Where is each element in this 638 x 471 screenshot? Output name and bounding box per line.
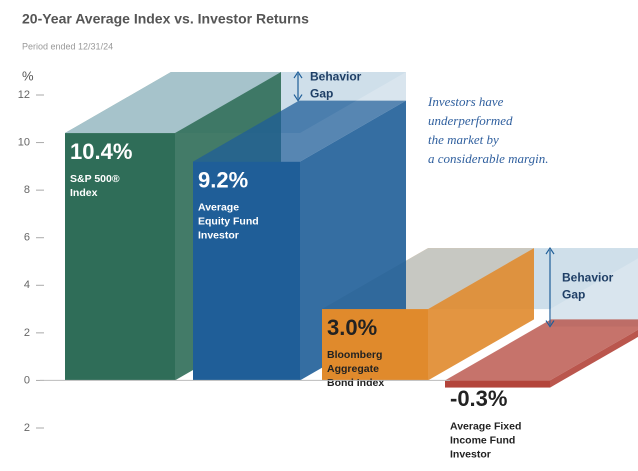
bar	[193, 161, 300, 381]
bar	[445, 380, 550, 388]
category-label: Average Equity Fund Investor	[198, 201, 259, 241]
category-label: Average Fixed Income Fund Investor	[450, 420, 521, 460]
y-axis-label: %	[22, 68, 34, 83]
bar-top	[445, 319, 638, 381]
y-tick-label: 2	[24, 327, 30, 339]
y-tick-label: 2	[24, 422, 30, 434]
front-layer: 10.4% S&P 500® Index 9.2% Average Equity Fund…	[65, 70, 638, 460]
bar	[322, 309, 428, 381]
value-label: -0.3%	[450, 386, 507, 411]
arrow-head	[293, 70, 303, 102]
annotation: Investors have underperformed the market b…	[427, 94, 548, 166]
chart-subtitle: Period ended 12/31/24	[22, 41, 113, 51]
gap-face	[551, 248, 638, 327]
category-label: Bloomberg Aggregate Bond Index	[327, 349, 384, 389]
value-label: 10.4%	[70, 139, 132, 164]
chart-title: 20-Year Average Index vs. Investor Retur…	[22, 11, 309, 27]
value-label: 9.2%	[198, 167, 248, 192]
y-tick-label: 10	[18, 136, 30, 148]
y-tick-label: 12	[18, 89, 30, 101]
bar-side	[550, 329, 638, 388]
y-tick-label: 6	[24, 232, 30, 244]
y-tick-label: 0	[24, 374, 30, 386]
value-label: 3.0%	[327, 315, 377, 340]
gap-label: Behavior Gap	[310, 70, 362, 101]
bar-side	[428, 248, 534, 381]
y-tick-label: 4	[24, 279, 30, 291]
category-label: S&P 500® Index	[70, 173, 120, 199]
bar-top	[193, 100, 406, 162]
gap-label: Behavior Gap	[562, 270, 614, 301]
gap-face	[299, 72, 406, 101]
bar	[65, 133, 175, 381]
arrow-head	[545, 246, 555, 328]
y-tick-label: 8	[24, 184, 30, 196]
